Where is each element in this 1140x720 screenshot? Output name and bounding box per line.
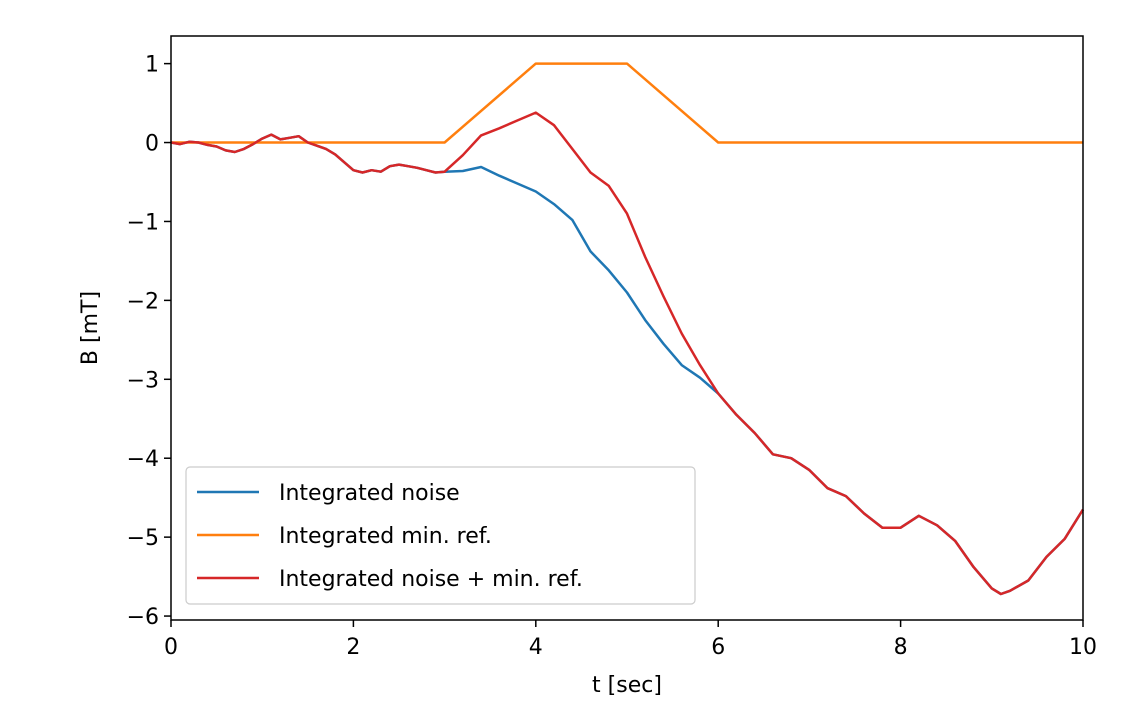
x-tick-label: 0 (164, 635, 178, 660)
legend: Integrated noise Integrated min. ref. In… (185, 466, 696, 605)
y-tick-label: −4 (127, 447, 159, 472)
legend-box (185, 466, 696, 605)
y-tick-label: −2 (127, 289, 159, 314)
y-tick-label: −6 (127, 605, 159, 630)
series-line-integrated-min-ref (171, 62, 1083, 144)
y-axis-label: B [mT] (78, 291, 103, 365)
series-line-integrated-noise-min-ref (170, 111, 1085, 596)
y-axis-ticks: 1 0 −1 −2 −3 −4 −5 −6 (127, 53, 171, 630)
legend-label-integrated-noise-plus-min-ref: Integrated noise + min. ref. (279, 567, 583, 592)
x-tick-label: 8 (894, 635, 908, 660)
plot-frame (170, 35, 1084, 621)
x-axis-label: t [sec] (592, 673, 662, 698)
y-tick-label: 1 (145, 53, 159, 78)
x-axis-ticks: 0 2 4 6 8 10 (164, 620, 1097, 660)
x-tick-label: 10 (1069, 635, 1097, 660)
y-tick-label: 0 (145, 132, 159, 157)
x-tick-label: 2 (346, 635, 360, 660)
legend-label-integrated-noise: Integrated noise (279, 481, 460, 506)
x-tick-label: 6 (711, 635, 725, 660)
y-tick-label: −3 (127, 368, 159, 393)
legend-label-integrated-min-ref: Integrated min. ref. (279, 524, 492, 549)
x-tick-label: 4 (529, 635, 543, 660)
y-tick-label: −5 (127, 526, 159, 551)
y-tick-label: −1 (127, 210, 159, 235)
series-layer (170, 62, 1085, 596)
